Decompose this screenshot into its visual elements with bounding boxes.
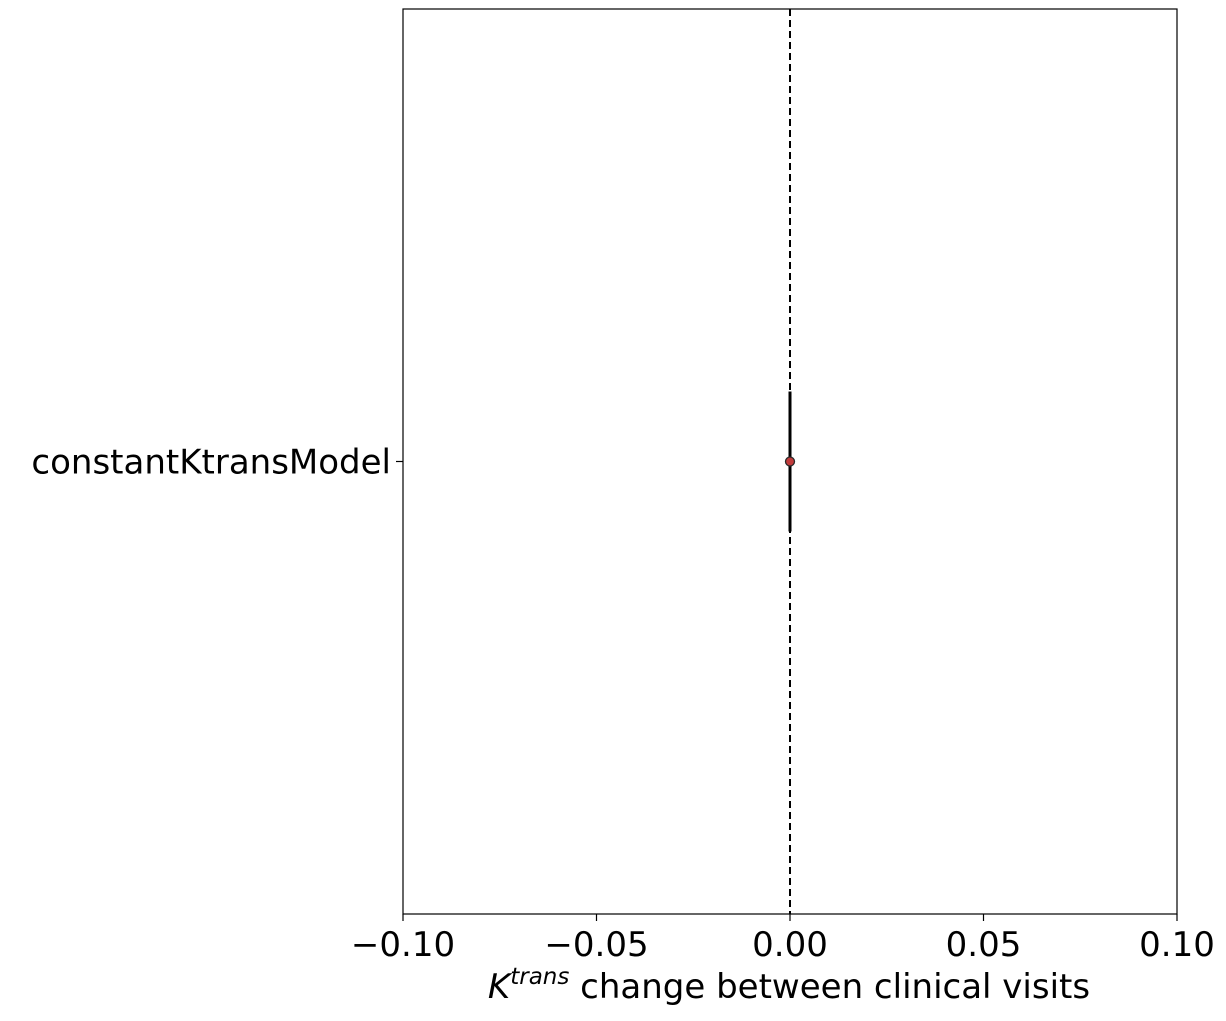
x-axis-label-base: K	[488, 967, 513, 1007]
data-point	[784, 456, 796, 467]
x-tick-label: −0.10	[351, 925, 455, 965]
x-axis-label: Ktrans change between clinical visits	[488, 964, 1090, 1007]
x-axis-label-rest: change between clinical visits	[569, 967, 1090, 1007]
y-tick-label: constantKtransModel	[31, 443, 391, 483]
x-tick-label: 0.00	[752, 925, 828, 965]
x-tick-label: 0.10	[1139, 925, 1215, 965]
y-ticks-group: constantKtransModel	[31, 443, 403, 483]
x-ticks-group: −0.10 −0.05 0.00 0.05 0.10	[351, 914, 1215, 965]
x-tick-label: 0.05	[946, 925, 1022, 965]
x-axis-label-superscript: trans	[510, 964, 569, 990]
data-marks-group	[784, 391, 796, 532]
x-tick-label: −0.05	[544, 925, 648, 965]
